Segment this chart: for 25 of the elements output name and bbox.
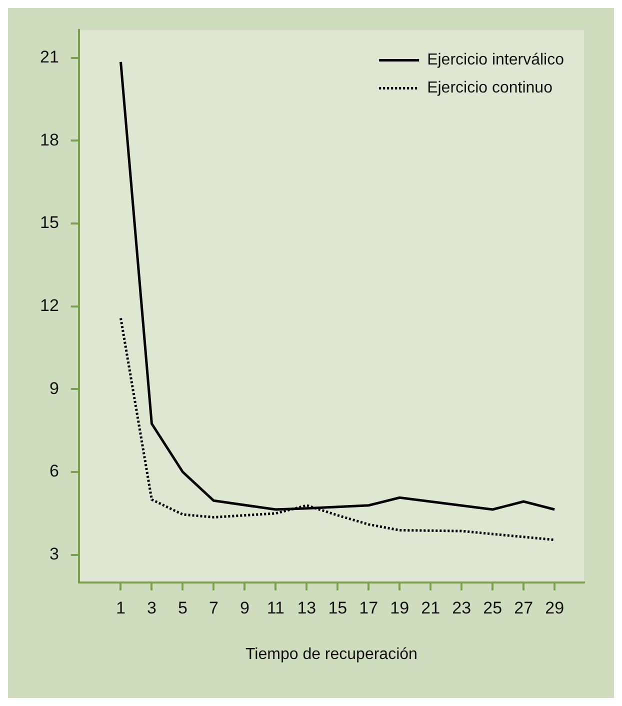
legend-label: Ejercicio interválico: [427, 52, 564, 69]
y-tick-label: 3: [49, 544, 59, 564]
y-tick-label: 9: [49, 378, 59, 398]
x-tick-label: 29: [545, 598, 564, 618]
x-axis-title: Tiempo de recuperación: [245, 646, 418, 663]
y-tick-label: 6: [49, 462, 59, 481]
legend-label: Ejercicio continuo: [427, 80, 553, 97]
x-tick-label: 27: [514, 598, 534, 618]
x-tick-label: 9: [240, 598, 250, 618]
x-tick-label: 5: [178, 598, 188, 618]
x-tick-label: 3: [146, 598, 156, 618]
x-tick-label: 23: [452, 598, 472, 618]
x-tick-label: 19: [390, 598, 410, 618]
y-tick-label: 15: [40, 213, 59, 232]
x-tick-label: 13: [297, 598, 316, 618]
x-tick-label: 7: [208, 598, 218, 618]
x-tick-label: 17: [359, 598, 378, 618]
x-tick-label: 15: [328, 598, 348, 618]
x-tick-label: 21: [421, 598, 440, 618]
x-tick-label: 1: [116, 598, 126, 618]
y-tick-label: 21: [40, 48, 59, 66]
x-tick-label: 11: [266, 598, 285, 618]
y-tick-label: 12: [40, 296, 59, 315]
y-tick-label: 18: [40, 130, 59, 150]
x-tick-label: 25: [483, 598, 502, 618]
